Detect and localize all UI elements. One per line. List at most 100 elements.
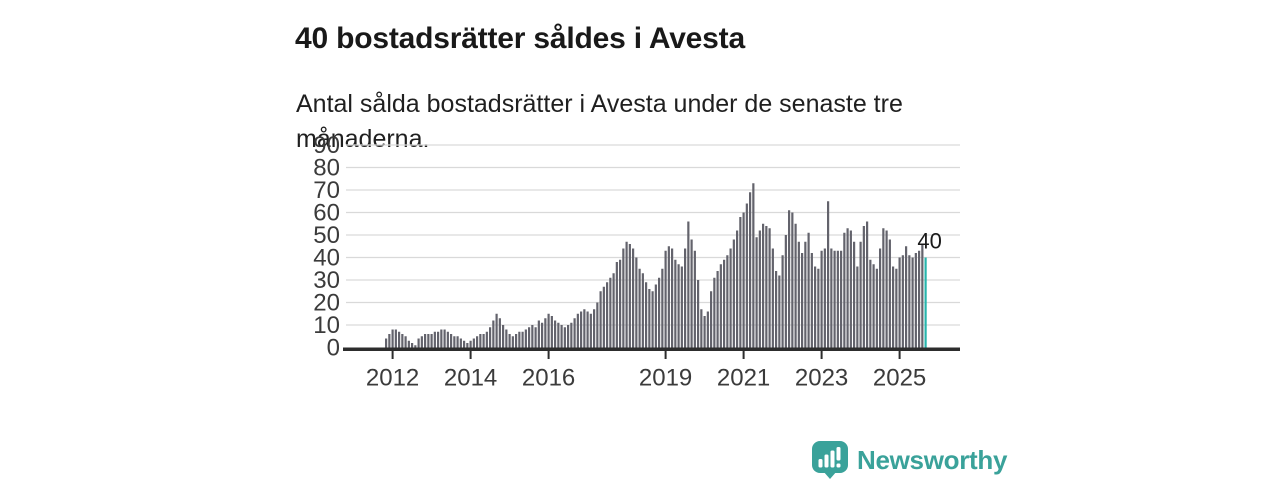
axis-label: 0 xyxy=(327,335,340,362)
bar xyxy=(775,271,778,348)
bar xyxy=(589,313,592,348)
bar xyxy=(901,255,904,348)
bar xyxy=(745,203,748,348)
bar xyxy=(563,327,566,348)
bar xyxy=(446,331,449,348)
bar xyxy=(567,325,570,348)
bar xyxy=(424,334,427,348)
bar xyxy=(544,318,547,348)
bar xyxy=(437,331,440,348)
bar xyxy=(417,338,420,348)
bar xyxy=(508,334,511,348)
bar xyxy=(388,334,391,348)
bar xyxy=(472,338,475,348)
bar xyxy=(918,250,921,348)
bar xyxy=(554,320,557,348)
bar xyxy=(498,318,501,348)
bar xyxy=(827,201,830,348)
bar xyxy=(797,241,800,348)
bar xyxy=(398,331,401,348)
bar xyxy=(856,266,859,348)
bar xyxy=(625,241,628,348)
bar xyxy=(645,282,648,348)
bar xyxy=(710,291,713,348)
bar xyxy=(882,228,885,348)
bar xyxy=(485,331,488,348)
bar xyxy=(849,230,852,348)
bar xyxy=(583,309,586,348)
bar xyxy=(680,266,683,348)
bar xyxy=(531,325,534,348)
chart-subtitle: Antal sålda bostadsrätter i Avesta under… xyxy=(296,90,903,153)
axis-label: 2021 xyxy=(717,365,770,389)
bar xyxy=(547,313,550,348)
bar xyxy=(385,338,388,348)
bar xyxy=(476,336,479,348)
axis-label: 40 xyxy=(313,245,340,272)
bar xyxy=(593,309,596,348)
bar xyxy=(719,264,722,348)
bar xyxy=(810,253,813,348)
bar xyxy=(430,334,433,348)
bar xyxy=(791,212,794,348)
bar xyxy=(862,226,865,348)
bar xyxy=(690,239,693,348)
bar xyxy=(580,311,583,348)
bar xyxy=(453,336,456,348)
bar xyxy=(502,325,505,348)
bar xyxy=(684,248,687,348)
bar xyxy=(560,325,563,348)
newsworthy-logo: Newsworthy xyxy=(812,441,1007,479)
bar xyxy=(612,273,615,348)
bar xyxy=(752,183,755,348)
bar xyxy=(541,322,544,348)
bar xyxy=(599,291,602,348)
bar xyxy=(391,329,394,348)
bar xyxy=(911,257,914,348)
bar xyxy=(586,311,589,348)
last-value-annotation: 40 xyxy=(917,229,941,254)
bar xyxy=(713,277,716,348)
axis-label: 50 xyxy=(313,222,340,249)
bar xyxy=(658,277,661,348)
bar xyxy=(443,329,446,348)
bar xyxy=(771,248,774,348)
bar xyxy=(755,237,758,348)
bar xyxy=(401,334,404,348)
page-title: 40 bostadsrätter såldes i Avesta xyxy=(295,22,745,56)
bar xyxy=(781,255,784,348)
bar xyxy=(749,192,752,348)
bar xyxy=(664,250,667,348)
bar xyxy=(895,268,898,348)
bar xyxy=(456,336,459,348)
bar xyxy=(632,248,635,348)
bar xyxy=(635,257,638,348)
bar xyxy=(905,246,908,348)
bar xyxy=(466,343,469,348)
axis-label: 2012 xyxy=(366,365,419,389)
bar xyxy=(609,277,612,348)
bar xyxy=(804,241,807,348)
bar xyxy=(433,331,436,348)
bar xyxy=(762,223,765,348)
bar xyxy=(557,322,560,348)
bar xyxy=(505,329,508,348)
bar xyxy=(703,316,706,348)
bar xyxy=(606,282,609,348)
bar xyxy=(411,343,414,348)
axis-label: 20 xyxy=(313,290,340,317)
axis-label: 2023 xyxy=(795,365,848,389)
bar xyxy=(765,226,768,348)
bar-chart-container: 0 10 20 30 40 50 60 70 80 90 2012 2014 2016 2019 2021 2… xyxy=(298,132,963,392)
bar xyxy=(866,221,869,348)
bar xyxy=(482,334,485,348)
bar xyxy=(788,210,791,348)
bar xyxy=(830,248,833,348)
bar xyxy=(729,248,732,348)
axis-label: 80 xyxy=(313,155,340,182)
axis-label: 90 xyxy=(313,133,340,159)
bar xyxy=(726,255,729,348)
bar xyxy=(622,248,625,348)
bar xyxy=(869,259,872,348)
